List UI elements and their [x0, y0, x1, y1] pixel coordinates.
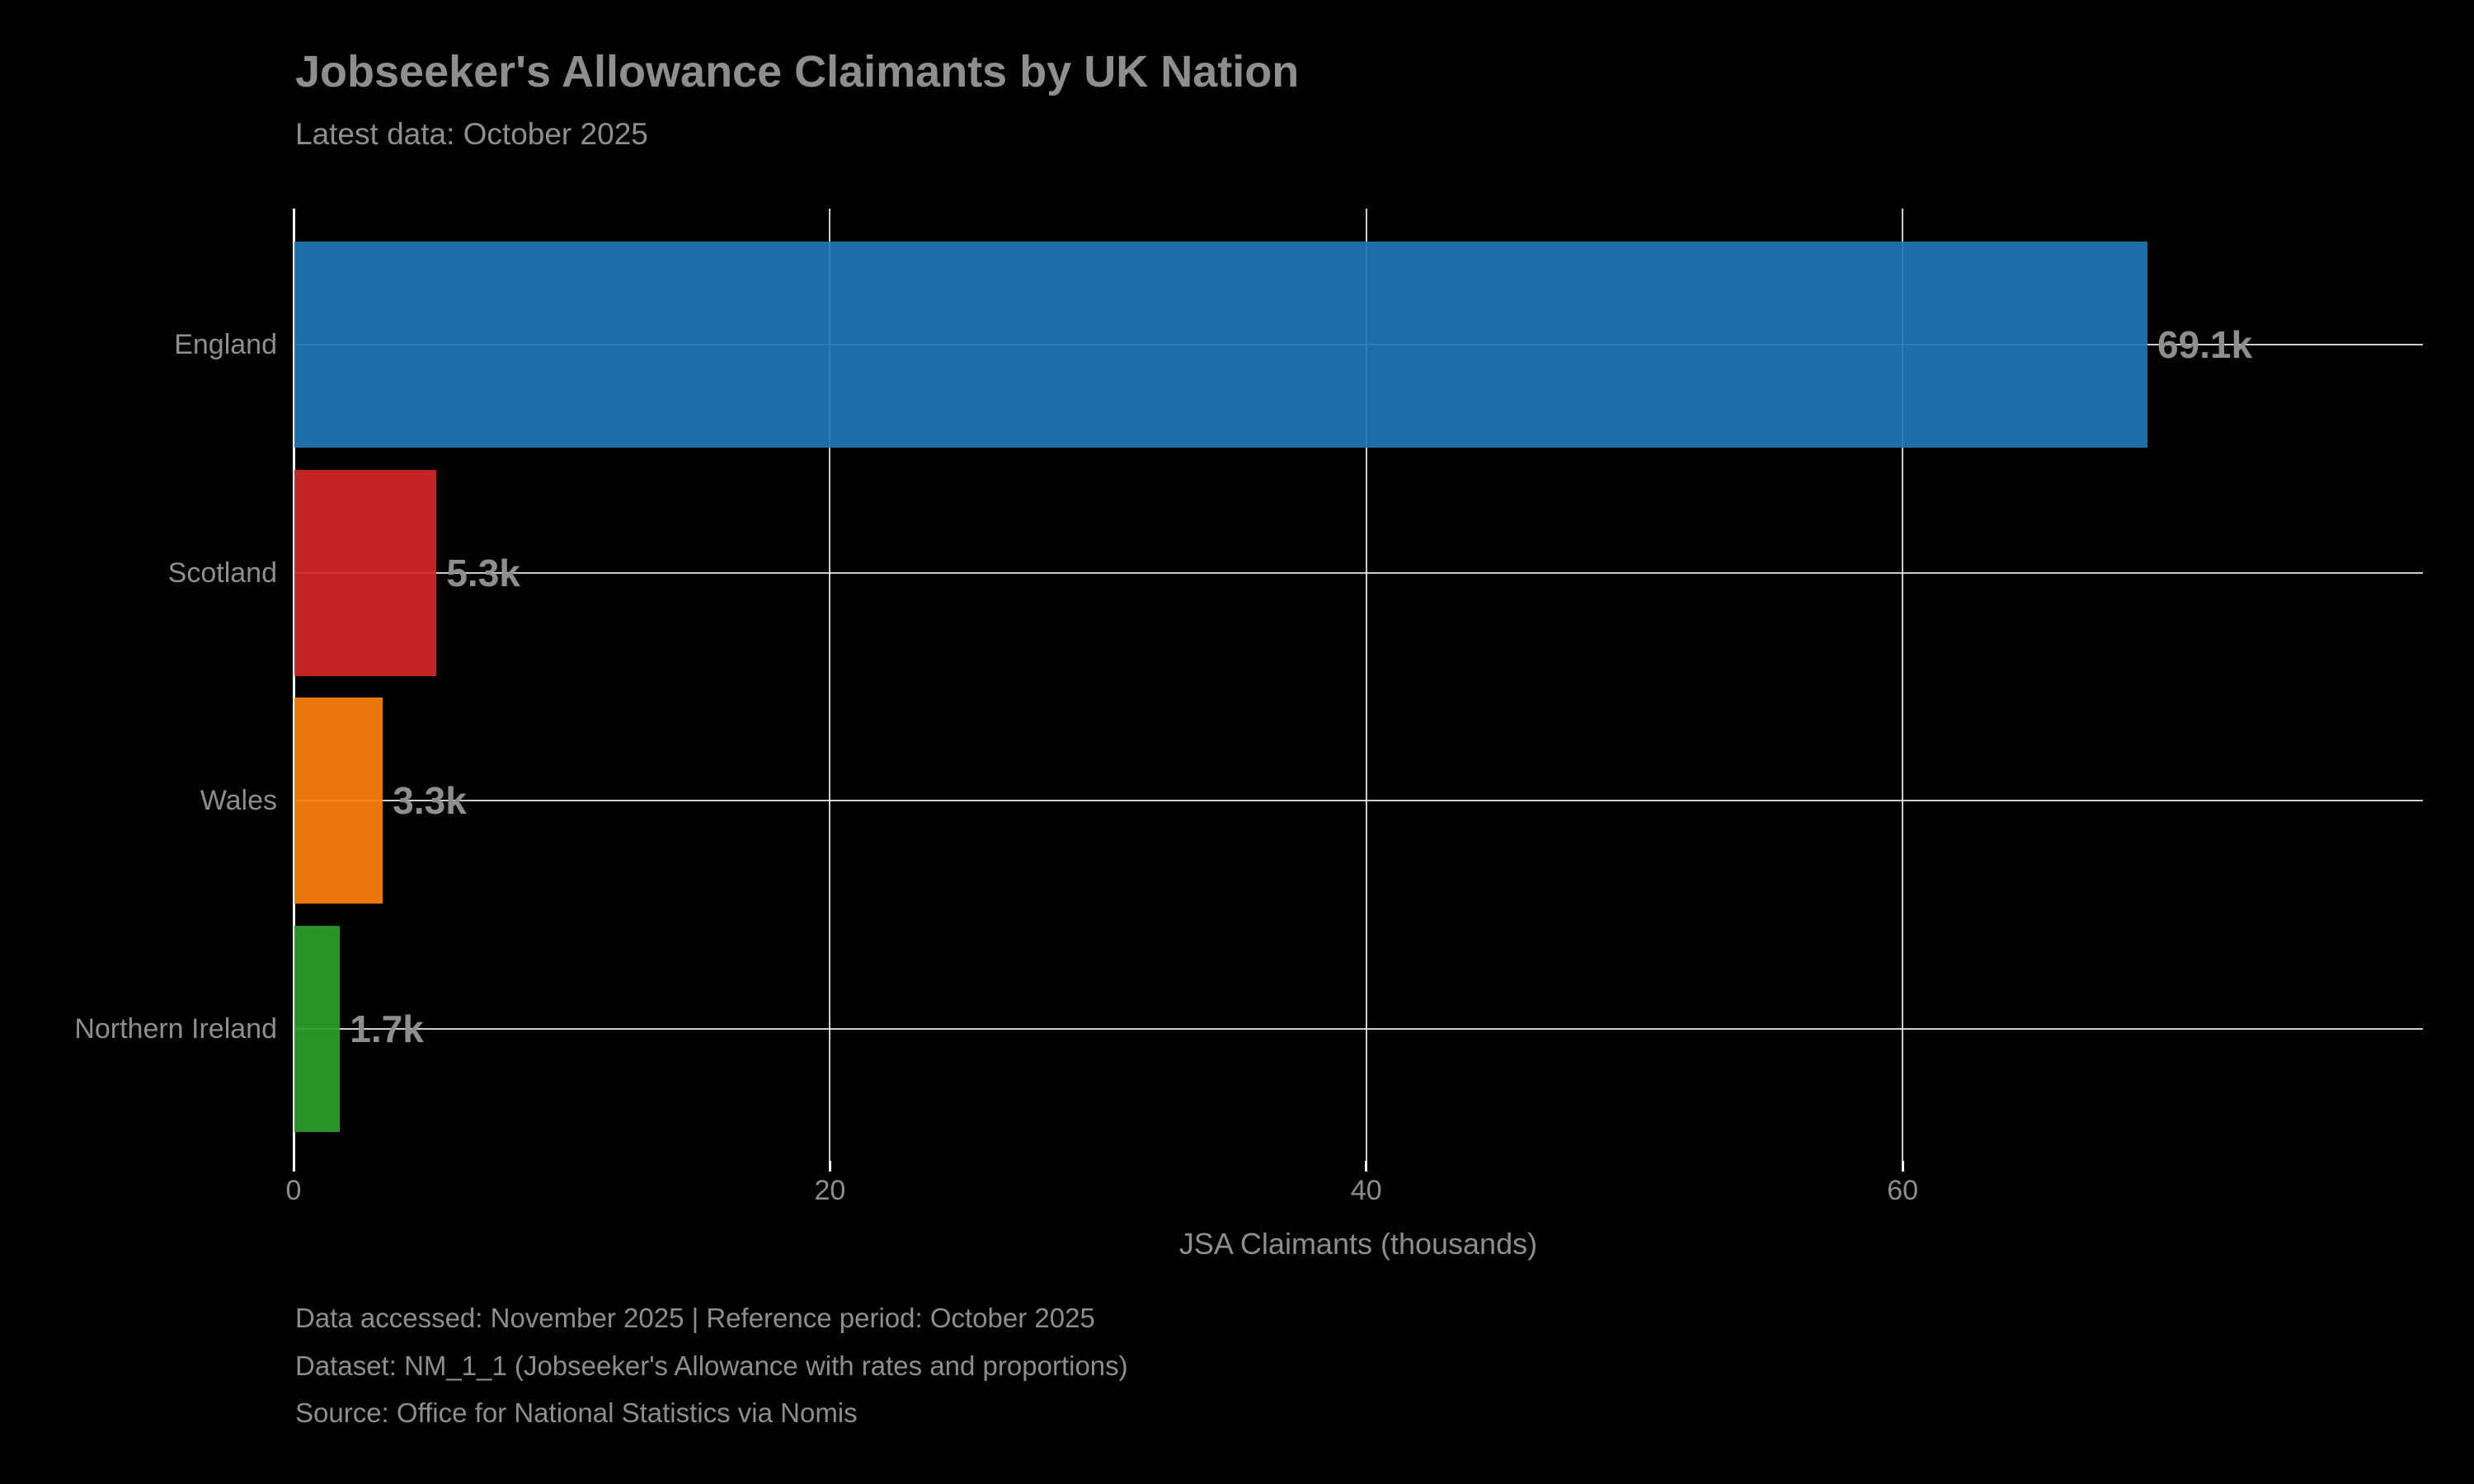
- value-label-scotland: 5.3k: [446, 551, 520, 594]
- x-tick-20: [828, 1161, 831, 1172]
- y-axis-spine: [293, 209, 295, 1161]
- bar-scotland: [294, 469, 437, 676]
- chart-subtitle: Latest data: October 2025: [295, 117, 648, 151]
- bar-wales: [294, 697, 383, 904]
- x-gridline-60: [1902, 209, 1904, 1161]
- plot-area: 0 20 40 60 69.1k England 5.3k Scotland 3.3k Wales…: [74, 209, 2423, 1206]
- x-tick-40: [1365, 1161, 1368, 1172]
- y-gridline-wales: [294, 800, 2423, 802]
- footer-data-accessed: Data accessed: November 2025 | Reference…: [295, 1303, 1095, 1333]
- x-gridline-20: [829, 209, 831, 1161]
- footer-dataset: Dataset: NM_1_1 (Jobseeker's Allowance w…: [295, 1350, 1128, 1381]
- category-label-england: England: [174, 329, 277, 360]
- value-label-england: 69.1k: [2157, 323, 2253, 366]
- x-axis-label: JSA Claimants (thousands): [1178, 1227, 1538, 1261]
- value-label-wales: 3.3k: [393, 779, 467, 823]
- value-label-northern-ireland: 1.7k: [350, 1007, 424, 1050]
- category-label-scotland: Scotland: [167, 556, 277, 589]
- category-label-wales: Wales: [200, 785, 277, 817]
- x-tick-label-40: 40: [1350, 1175, 1382, 1206]
- x-tick-label-60: 60: [1887, 1175, 1919, 1206]
- x-tick-label-20: 20: [814, 1175, 846, 1206]
- bar-england: [294, 242, 2148, 448]
- chart-title: Jobseeker's Allowance Claimants by UK Na…: [295, 47, 1300, 96]
- x-gridline-40: [1365, 209, 1367, 1161]
- category-label-northern-ireland: Northern Ireland: [74, 1013, 277, 1045]
- x-tick-0: [292, 1161, 295, 1172]
- x-tick-label-0: 0: [285, 1175, 302, 1206]
- x-tick-60: [1901, 1161, 1904, 1172]
- bar-northern-ireland: [294, 926, 341, 1132]
- y-gridline-northern-ireland: [294, 1028, 2423, 1030]
- y-gridline-scotland: [294, 571, 2423, 574]
- footer-source: Source: Office for National Statistics v…: [295, 1397, 858, 1428]
